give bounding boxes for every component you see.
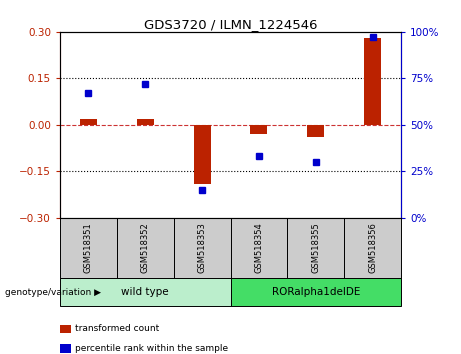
Bar	[344, 218, 401, 278]
Bar	[307, 125, 324, 137]
Text: RORalpha1delDE: RORalpha1delDE	[272, 287, 360, 297]
Text: GSM518356: GSM518356	[368, 222, 377, 273]
Bar	[60, 218, 117, 278]
Text: percentile rank within the sample: percentile rank within the sample	[75, 344, 228, 353]
Bar	[250, 125, 267, 134]
Text: GSM518355: GSM518355	[311, 222, 320, 273]
Bar	[364, 38, 381, 125]
Bar	[60, 278, 230, 306]
Bar	[80, 119, 97, 125]
Title: GDS3720 / ILMN_1224546: GDS3720 / ILMN_1224546	[144, 18, 317, 31]
Text: GSM518351: GSM518351	[84, 222, 93, 273]
Bar	[230, 278, 401, 306]
Text: GSM518353: GSM518353	[198, 222, 207, 273]
Bar	[174, 218, 230, 278]
Bar	[287, 218, 344, 278]
Text: GSM518354: GSM518354	[254, 222, 263, 273]
Text: GSM518352: GSM518352	[141, 222, 150, 273]
Text: genotype/variation ▶: genotype/variation ▶	[5, 287, 100, 297]
Bar	[194, 125, 211, 184]
Bar	[230, 218, 287, 278]
Text: wild type: wild type	[121, 287, 169, 297]
Bar	[117, 218, 174, 278]
Bar	[136, 119, 154, 125]
Text: transformed count: transformed count	[75, 324, 159, 333]
